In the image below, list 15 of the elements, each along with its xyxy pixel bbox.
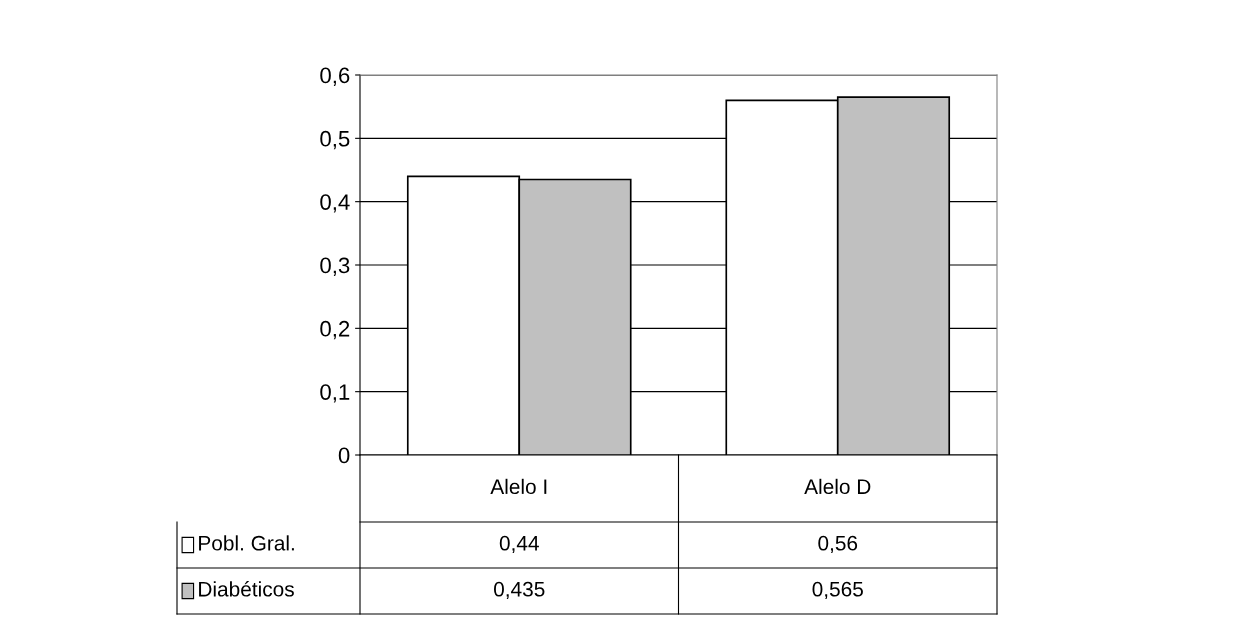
y-tick-label: 0,6: [320, 67, 350, 86]
data-label: 0,44: [499, 535, 539, 554]
y-tick-label: 0: [338, 447, 350, 464]
y-tick-label: 0,5: [320, 130, 350, 150]
data-label: 0,435: [494, 581, 545, 600]
data-label: 0,56: [818, 535, 858, 554]
y-tick-label: 0,4: [320, 194, 350, 213]
y-tick-label: 0,3: [320, 257, 350, 276]
legend-label: Diabéticos: [199, 581, 294, 597]
y-tick-label: 0,2: [320, 320, 350, 340]
x-tick-label: Alelo I: [490, 478, 547, 495]
data-label: 0,565: [812, 581, 863, 600]
legend-label: Pobl. Gral.: [199, 535, 294, 551]
y-tick-label: 0,1: [320, 384, 350, 403]
x-tick-label: Alelo D: [804, 478, 871, 495]
